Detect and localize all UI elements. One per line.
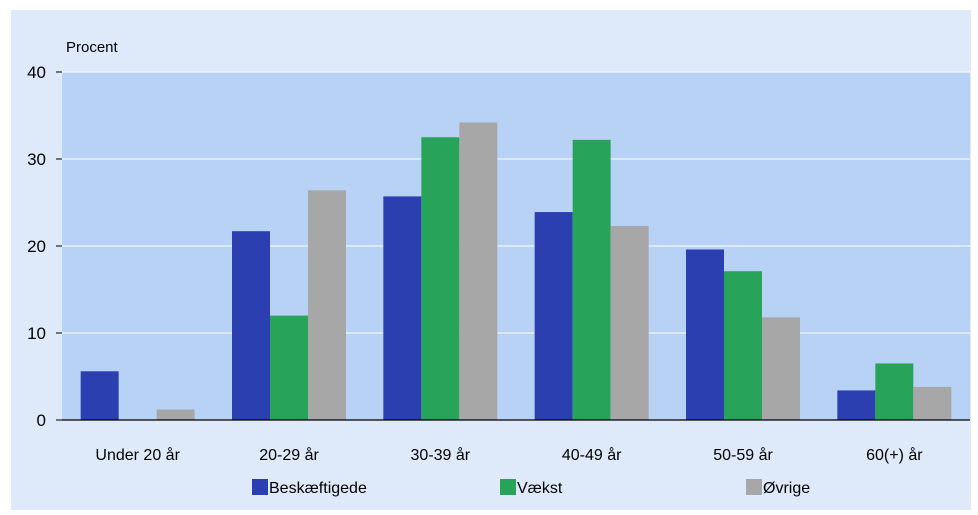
x-axis-labels: Under 20 år 20-29 år 30-39 år 40-49 år 50-59… xyxy=(95,446,923,464)
x-tick-label: 40-49 år xyxy=(562,446,622,464)
x-tick-label: 20-29 år xyxy=(259,446,319,464)
bar-0-4 xyxy=(686,249,724,420)
bar-1-1 xyxy=(270,315,308,420)
bar-2-3 xyxy=(610,225,649,420)
bar-1-2 xyxy=(421,137,460,420)
bar-1-4 xyxy=(724,271,762,420)
bar-0-2 xyxy=(383,196,422,420)
x-tick-label: Under 20 år xyxy=(95,446,180,464)
y-tick-label: 20 xyxy=(27,237,46,256)
bar-2-4 xyxy=(762,317,800,420)
y-axis-ticks: 0 10 20 30 40 xyxy=(27,63,62,430)
bars xyxy=(80,122,952,421)
legend-label: Vækst xyxy=(517,480,563,497)
x-tick-label: 50-59 år xyxy=(713,446,773,464)
y-tick-label: 40 xyxy=(27,63,46,82)
legend-swatch xyxy=(252,479,268,495)
gridlines xyxy=(62,71,970,334)
bar-2-2 xyxy=(459,122,498,421)
bar-2-0 xyxy=(156,409,195,420)
bar-2-5 xyxy=(913,386,952,420)
y-axis-unit-label: Procent xyxy=(66,39,119,56)
bar-0-5 xyxy=(837,390,876,420)
legend-label: Øvrige xyxy=(763,480,810,497)
x-tick-label: 30-39 år xyxy=(411,446,471,464)
bar-1-3 xyxy=(572,139,611,421)
legend: Beskæftigede Vækst Øvrige xyxy=(252,479,810,497)
bar-0-0 xyxy=(80,371,119,420)
legend-swatch xyxy=(746,479,762,495)
legend-label: Beskæftigede xyxy=(269,480,367,497)
y-tick-label: 10 xyxy=(27,324,46,343)
y-tick-label: 0 xyxy=(37,411,46,430)
x-tick-label: 60(+) år xyxy=(866,446,923,464)
bar-1-5 xyxy=(875,363,914,420)
bar-0-3 xyxy=(534,212,573,420)
legend-swatch xyxy=(500,479,516,495)
bar-0-1 xyxy=(232,231,270,420)
y-tick-label: 30 xyxy=(27,150,46,169)
bar-2-1 xyxy=(308,190,346,420)
